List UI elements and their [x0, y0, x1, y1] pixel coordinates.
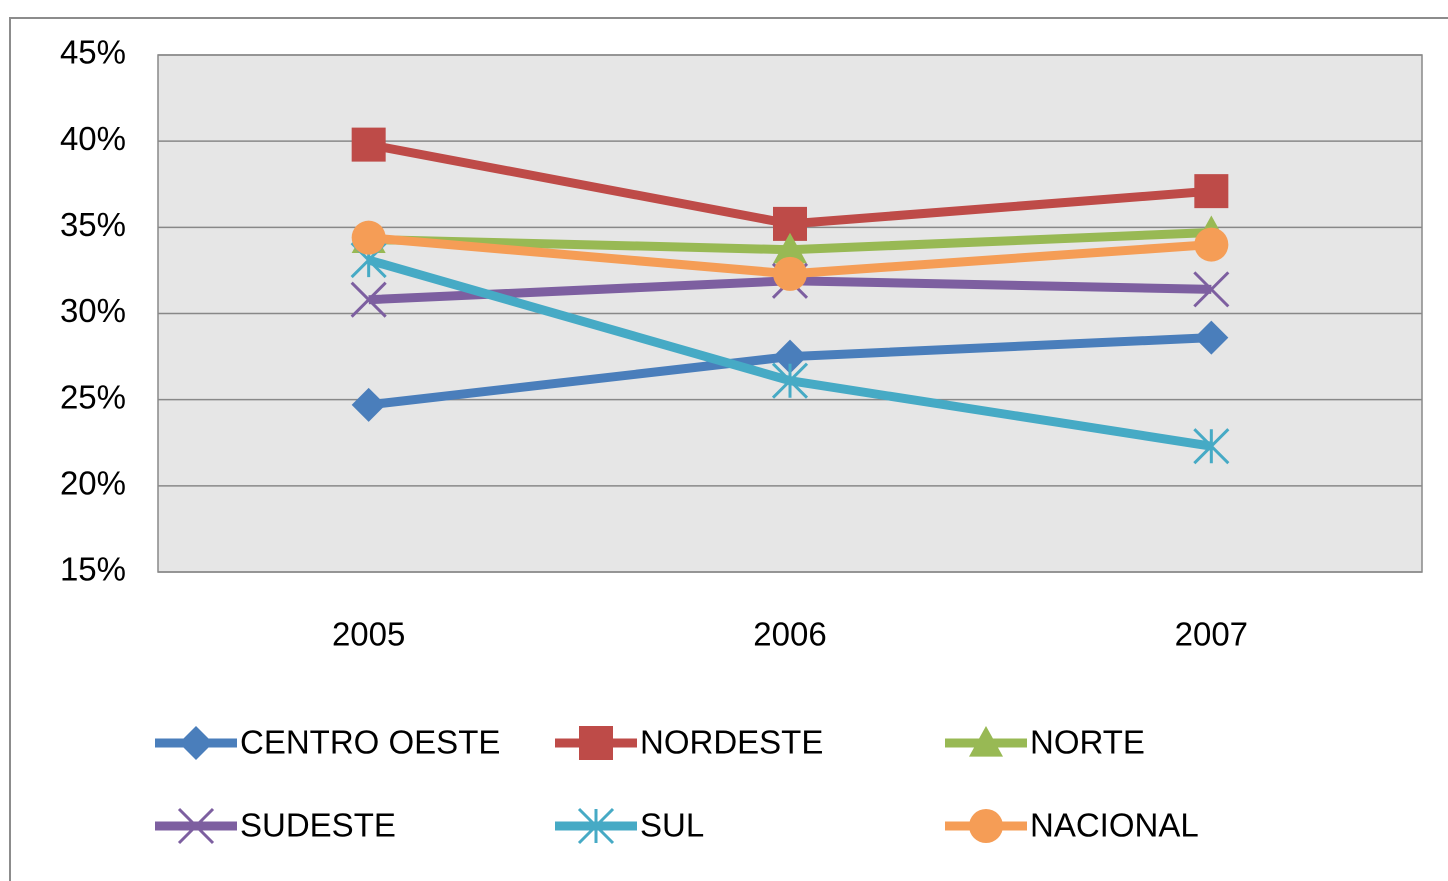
legend-label: NORTE [1030, 724, 1145, 761]
data-point [1194, 174, 1229, 209]
y-tick-label: 20% [60, 465, 126, 502]
legend-label: CENTRO OESTE [240, 724, 500, 761]
y-tick-label: 15% [60, 551, 126, 588]
data-point [351, 220, 386, 255]
legend-marker [179, 726, 213, 760]
y-tick-label: 30% [60, 292, 126, 329]
data-point [1194, 227, 1229, 262]
y-tick-label: 35% [60, 206, 126, 243]
legend-marker [579, 726, 613, 760]
data-point [773, 256, 807, 291]
data-point [1193, 428, 1230, 465]
legend-label: NACIONAL [1030, 807, 1199, 844]
legend-label: SUL [640, 807, 704, 844]
x-tick-label: 2007 [1175, 616, 1248, 653]
y-tick-label: 45% [60, 34, 126, 71]
legend-marker [969, 726, 1003, 757]
data-point [771, 362, 809, 399]
x-tick-label: 2006 [753, 616, 826, 653]
data-point [773, 339, 807, 374]
data-point [351, 127, 386, 162]
y-tick-label: 40% [60, 120, 126, 157]
legend-label: SUDESTE [240, 807, 396, 844]
y-tick-label: 25% [60, 378, 126, 415]
data-point [351, 387, 386, 422]
legend-marker [577, 807, 615, 845]
data-point [773, 232, 807, 264]
data-point [1193, 271, 1230, 308]
legend-marker [969, 809, 1003, 843]
data-point [1194, 320, 1229, 355]
legend-marker [177, 807, 215, 845]
x-tick-label: 2005 [332, 616, 405, 653]
legend-label: NORDESTE [640, 724, 823, 761]
data-point [350, 281, 387, 318]
